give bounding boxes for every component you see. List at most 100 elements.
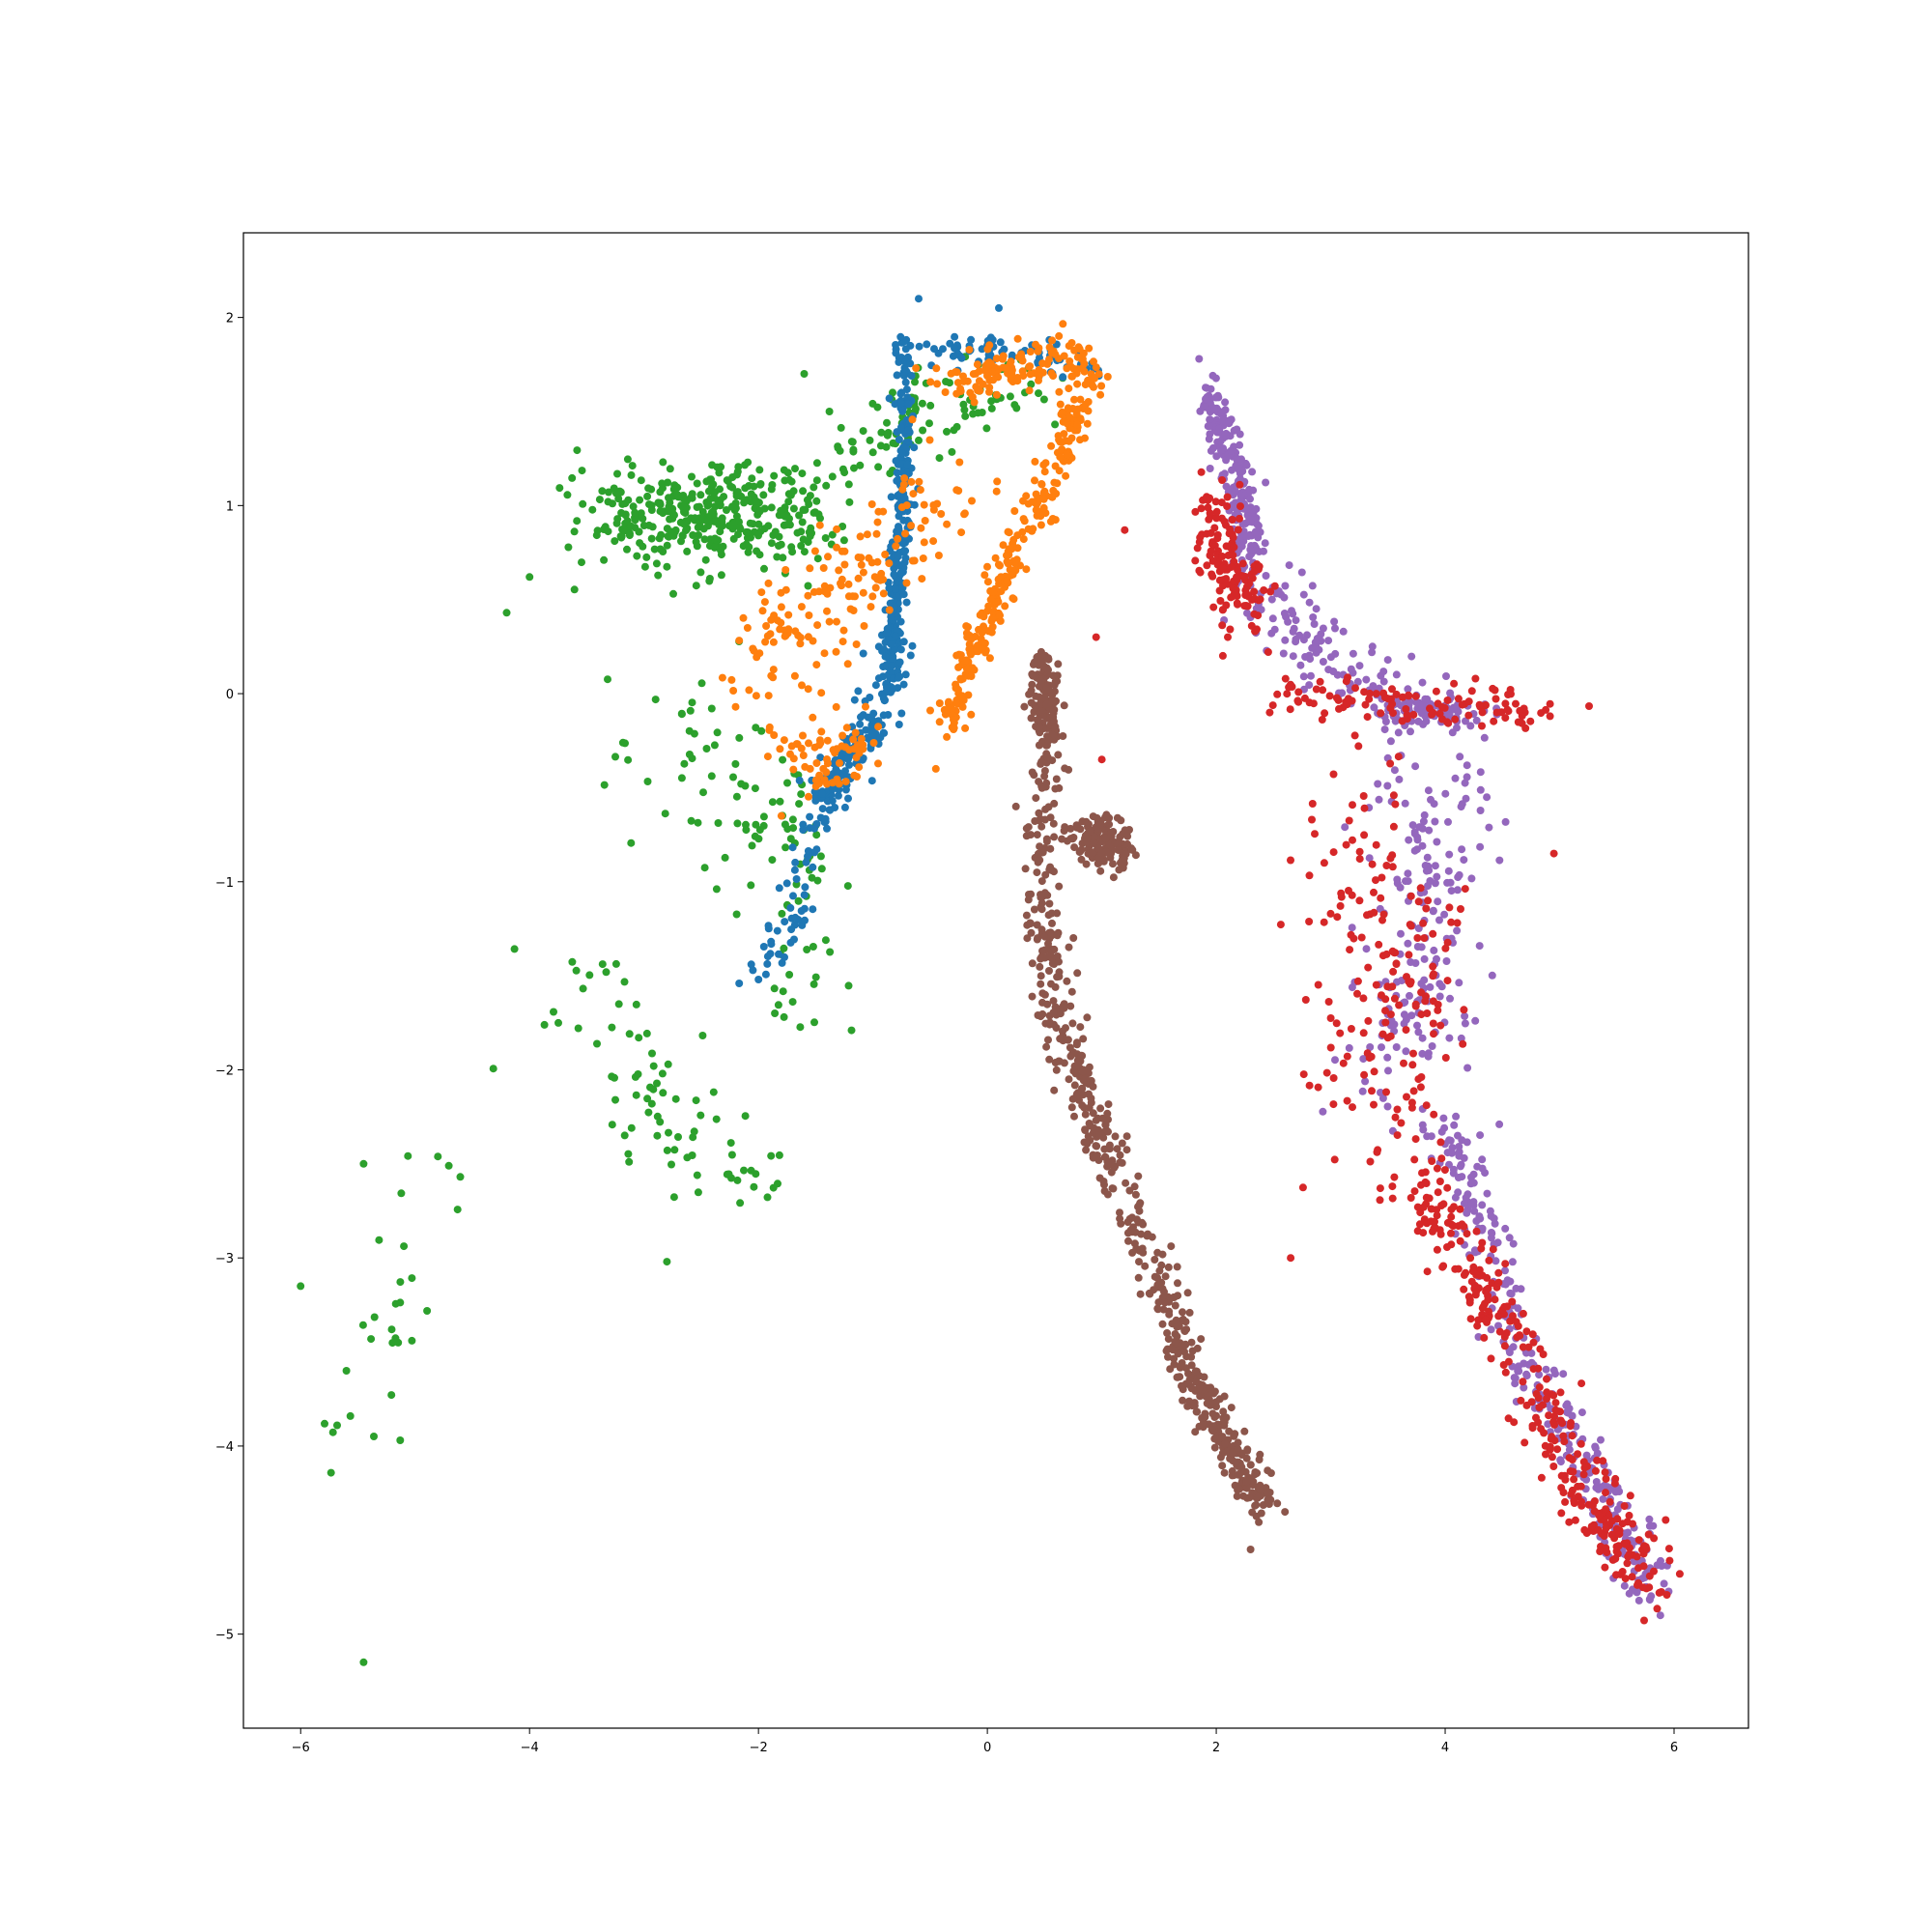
data-point [895, 658, 904, 667]
data-point [1359, 1055, 1368, 1064]
data-point [1037, 707, 1046, 716]
data-point [1500, 1332, 1509, 1341]
data-point [680, 759, 689, 768]
data-point [723, 476, 731, 485]
data-point [867, 500, 876, 508]
data-point [1450, 679, 1459, 688]
data-point [773, 926, 781, 935]
data-point [1460, 1285, 1468, 1293]
data-point [1501, 714, 1510, 723]
data-point [822, 481, 831, 490]
data-point [1394, 728, 1403, 737]
data-point [1311, 638, 1320, 646]
data-point [1383, 781, 1392, 790]
data-point [1413, 1227, 1422, 1236]
data-point [1045, 355, 1053, 364]
data-point [1047, 369, 1056, 378]
data-point [489, 1065, 497, 1073]
data-point [873, 518, 882, 526]
data-point [1594, 1485, 1603, 1493]
data-point [777, 811, 785, 820]
data-point [679, 520, 688, 528]
data-point [396, 1436, 405, 1444]
data-point [1089, 849, 1096, 857]
data-point [1075, 848, 1084, 856]
data-point [846, 605, 855, 613]
data-point [809, 863, 817, 871]
data-point [1055, 467, 1064, 475]
data-point [785, 971, 794, 979]
data-point [1426, 982, 1435, 991]
data-point [605, 488, 612, 497]
data-point [1326, 909, 1335, 918]
data-point [1625, 1589, 1634, 1598]
data-point [1215, 576, 1224, 584]
data-point [764, 692, 773, 700]
data-point [1553, 1445, 1562, 1454]
data-point [1436, 1021, 1445, 1030]
data-point [868, 716, 876, 724]
y-tick-label: −5 [215, 1629, 234, 1643]
data-point [967, 650, 975, 659]
data-point [783, 469, 792, 477]
data-point [752, 692, 760, 700]
data-point [734, 463, 743, 471]
data-point [952, 389, 961, 398]
data-point [1641, 1543, 1650, 1551]
data-point [1087, 1094, 1095, 1102]
data-point [1260, 586, 1268, 594]
data-point [795, 777, 804, 784]
data-point [1477, 1244, 1486, 1253]
data-point [1548, 1433, 1556, 1441]
data-point [1349, 1103, 1356, 1112]
data-point [1041, 870, 1050, 879]
data-point [1234, 566, 1242, 575]
data-point [1419, 1125, 1428, 1134]
data-point [1342, 840, 1350, 849]
data-point [1437, 982, 1446, 991]
data-point [926, 706, 934, 715]
data-point [1634, 1578, 1642, 1587]
data-point [1097, 755, 1106, 764]
data-point [1370, 1100, 1378, 1109]
data-point [1187, 1338, 1196, 1347]
data-point [1625, 1511, 1634, 1520]
data-point [831, 804, 839, 811]
data-point [833, 775, 841, 783]
data-point [1120, 854, 1128, 863]
data-point [806, 812, 814, 821]
data-point [1026, 348, 1035, 355]
data-point [408, 1336, 416, 1345]
data-point [1402, 705, 1410, 713]
data-point [702, 477, 711, 486]
data-point [1615, 1488, 1624, 1495]
data-point [904, 426, 913, 434]
data-point [510, 945, 519, 953]
data-point [1048, 959, 1057, 968]
data-point [1197, 504, 1206, 513]
data-point [656, 498, 665, 507]
y-tick-label: −1 [215, 876, 234, 891]
data-point [657, 530, 666, 539]
data-point [1196, 1392, 1205, 1401]
data-point [796, 639, 805, 648]
data-point [677, 709, 686, 718]
data-point [1196, 533, 1205, 542]
data-point [1102, 810, 1111, 819]
x-tick-label: 0 [983, 1741, 991, 1755]
data-point [1462, 717, 1469, 725]
data-point [1207, 1388, 1214, 1397]
data-point [780, 1012, 788, 1021]
data-point [795, 511, 804, 520]
data-point [1042, 683, 1051, 692]
data-point [1072, 1038, 1081, 1047]
data-point [1097, 849, 1106, 858]
data-point [798, 469, 807, 478]
data-point [1160, 1298, 1169, 1307]
data-point [1223, 493, 1232, 501]
data-point [887, 640, 895, 648]
data-point [1378, 1094, 1387, 1102]
data-point [1485, 1256, 1493, 1264]
data-point [1161, 1272, 1170, 1281]
data-point [1628, 1573, 1636, 1581]
